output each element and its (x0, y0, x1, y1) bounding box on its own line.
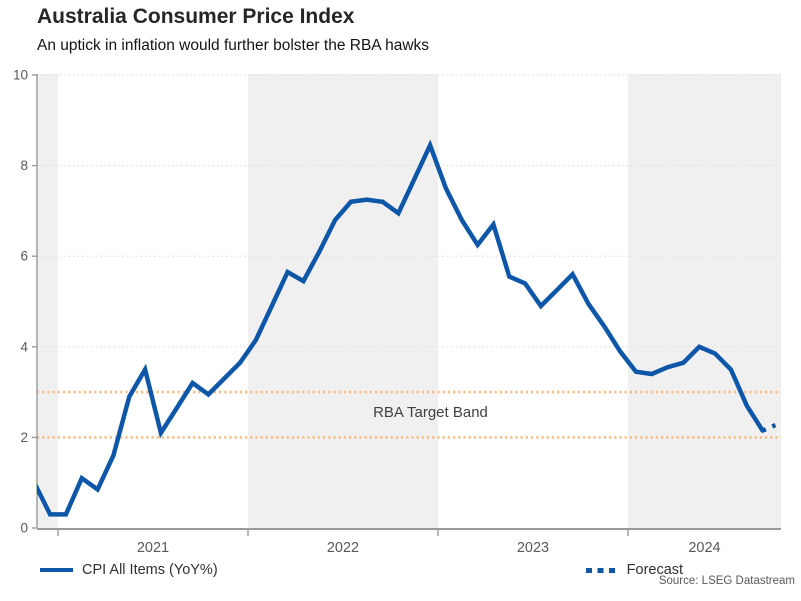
x-year-label: 2021 (137, 540, 169, 556)
year-shade-band (37, 74, 58, 528)
rba-target-band-label: RBA Target Band (373, 404, 488, 421)
forecast-line (761, 421, 780, 433)
legend-label-forecast: Forecast (626, 562, 684, 578)
year-shade-band (248, 74, 438, 528)
y-tick-label: 0 (20, 521, 28, 536)
chart-subtitle: An uptick in inflation would further bol… (37, 37, 430, 54)
y-tick-label: 10 (13, 68, 28, 83)
y-tick-label: 2 (20, 430, 28, 445)
legend-item-forecast: Forecast (585, 562, 684, 578)
dotted-line-swatch-icon (585, 567, 618, 573)
chart-title: Australia Consumer Price Index (37, 5, 355, 28)
y-tick-label: 4 (20, 339, 28, 354)
cpi-line (37, 139, 765, 517)
solid-line-swatch-icon (40, 567, 73, 573)
y-tick-label: 8 (20, 158, 28, 173)
x-year-label: 2023 (517, 540, 549, 556)
legend-item-cpi: CPI All Items (YoY%) (40, 562, 218, 578)
source-credit: Source: LSEG Datastream (658, 575, 795, 587)
legend-label-cpi: CPI All Items (YoY%) (82, 562, 218, 578)
year-shade-band (628, 74, 781, 528)
x-year-label: 2024 (688, 540, 720, 556)
y-tick-label: 6 (20, 249, 28, 264)
chart-legend: CPI All Items (YoY%) Forecast (40, 562, 760, 578)
x-year-label: 2022 (327, 540, 359, 556)
